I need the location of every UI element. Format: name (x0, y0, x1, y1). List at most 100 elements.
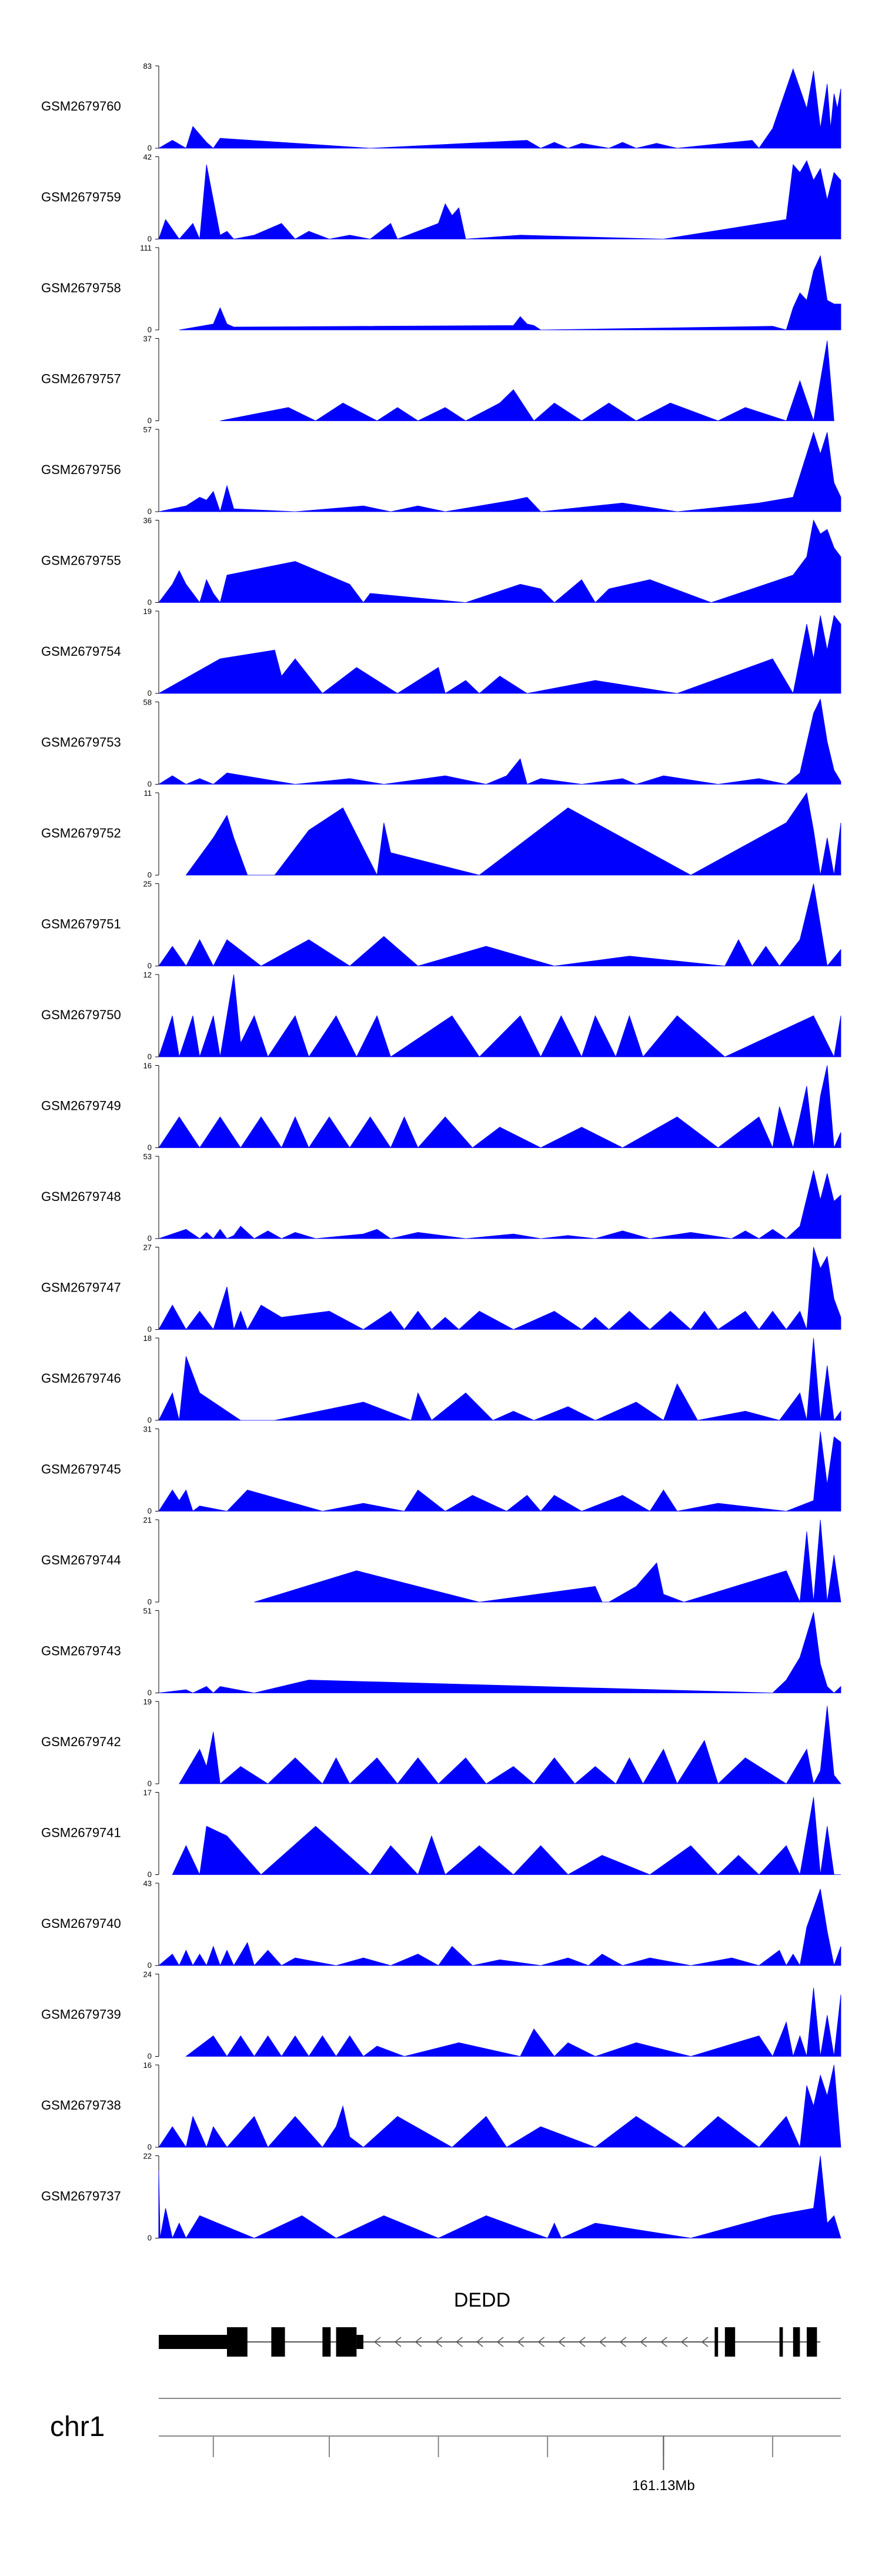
y-tick-label-max: 57 (143, 425, 152, 434)
track-name-label: GSM2679758 (41, 281, 121, 295)
track-name-label: GSM2679757 (41, 372, 121, 386)
strand-arrow (394, 2337, 402, 2347)
strand-arrow (537, 2337, 545, 2347)
y-tick-label-min: 0 (148, 1416, 152, 1424)
y-tick-label-max: 25 (143, 880, 152, 889)
track-name-label: GSM2679740 (41, 1916, 121, 1931)
strand-arrow (517, 2337, 524, 2347)
gene-exon (322, 2327, 331, 2357)
track-name-label: GSM2679742 (41, 1734, 121, 1749)
coverage-area (158, 1337, 841, 1422)
y-tick-label-min: 0 (148, 1961, 152, 1970)
track-GSM2679739: GSM2679739 24 0 (41, 1970, 841, 2061)
track-GSM2679752: GSM2679752 11 0 (41, 789, 841, 879)
coverage-area (158, 1612, 841, 1694)
y-tick-label-min: 0 (148, 1234, 152, 1243)
gene-model: DEDD (159, 2289, 821, 2357)
track-GSM2679753: GSM2679753 58 0 (41, 698, 841, 789)
gene-exon (779, 2327, 783, 2357)
coverage-area (158, 431, 841, 513)
strand-arrow (578, 2337, 586, 2347)
coverage-area (179, 1706, 841, 1785)
coverage-area (158, 160, 841, 240)
coverage-area (158, 1431, 841, 1512)
track-GSM2679748: GSM2679748 53 0 (41, 1152, 841, 1243)
strand-arrow (496, 2337, 504, 2347)
track-name-label: GSM2679748 (41, 1189, 121, 1204)
track-GSM2679751: GSM2679751 25 0 (41, 880, 841, 970)
strand-arrow (476, 2337, 483, 2347)
track-GSM2679757: GSM2679757 37 0 (41, 335, 834, 425)
track-GSM2679741: GSM2679741 17 0 (41, 1788, 841, 1879)
y-tick-label-max: 24 (143, 1970, 152, 1979)
track-name-label: GSM2679750 (41, 1007, 121, 1022)
track-GSM2679755: GSM2679755 36 0 (41, 516, 841, 607)
track-name-label: GSM2679737 (41, 2189, 121, 2204)
y-tick-label-max: 22 (143, 2152, 152, 2161)
y-tick-label-min: 0 (148, 325, 152, 334)
coverage-area (158, 68, 841, 149)
y-tick-label-max: 43 (143, 1879, 152, 1888)
strand-arrow (456, 2337, 463, 2347)
track-name-label: GSM2679753 (41, 735, 121, 750)
gene-exon (271, 2327, 285, 2357)
track-name-label: GSM2679747 (41, 1280, 121, 1295)
coverage-area (179, 255, 841, 331)
y-tick-label-min: 0 (148, 1325, 152, 1334)
track-GSM2679740: GSM2679740 43 0 (41, 1879, 841, 1970)
track-name-label: GSM2679760 (41, 99, 121, 114)
track-GSM2679738: GSM2679738 16 0 (41, 2061, 841, 2151)
coverage-area (158, 1247, 841, 1331)
track-GSM2679737: GSM2679737 22 0 (41, 2152, 841, 2243)
coverage-area (158, 1170, 841, 1239)
coverage-area (158, 698, 841, 785)
track-name-label: GSM2679745 (41, 1462, 121, 1477)
y-tick-label-min: 0 (148, 1507, 152, 1516)
track-GSM2679758: GSM2679758 111 0 (41, 243, 841, 334)
gene-exon (343, 2327, 357, 2357)
y-tick-label-max: 18 (143, 1334, 152, 1343)
coverage-area (185, 1987, 841, 2058)
y-tick-label-max: 19 (143, 607, 152, 616)
y-tick-label-max: 12 (143, 970, 152, 979)
coverage-area (158, 2064, 841, 2148)
chromosome-label: chr1 (50, 2411, 105, 2442)
track-GSM2679743: GSM2679743 51 0 (41, 1607, 841, 1697)
y-tick-label-min: 0 (148, 1870, 152, 1879)
y-tick-label-max: 31 (143, 1425, 152, 1434)
track-GSM2679747: GSM2679747 27 0 (41, 1243, 841, 1334)
track-GSM2679742: GSM2679742 19 0 (41, 1697, 841, 1788)
y-tick-label-max: 11 (144, 789, 152, 798)
track-GSM2679745: GSM2679745 31 0 (41, 1425, 841, 1516)
gene-exon (356, 2335, 363, 2349)
coverage-area (158, 1888, 841, 1967)
coverage-area (158, 519, 841, 603)
y-tick-label-max: 42 (143, 153, 152, 162)
y-tick-label-min: 0 (148, 2052, 152, 2061)
track-GSM2679756: GSM2679756 57 0 (41, 425, 841, 516)
y-tick-label-max: 27 (143, 1243, 152, 1252)
coverage-area (158, 974, 841, 1058)
strand-arrow (640, 2337, 647, 2347)
track-name-label: GSM2679744 (41, 1553, 121, 1567)
track-GSM2679760: GSM2679760 83 0 (41, 62, 841, 152)
track-name-label: GSM2679743 (41, 1644, 121, 1659)
track-GSM2679744: GSM2679744 21 0 (41, 1516, 841, 1606)
y-tick-label-max: 16 (143, 1062, 152, 1070)
y-tick-label-min: 0 (148, 2143, 152, 2151)
strand-arrow (619, 2337, 627, 2347)
strand-arrow (415, 2337, 422, 2347)
y-tick-label-max: 19 (143, 1697, 152, 1706)
y-tick-label-min: 0 (148, 962, 152, 970)
track-GSM2679759: GSM2679759 42 0 (41, 153, 841, 243)
y-tick-label-min: 0 (148, 416, 152, 425)
gene-exon (807, 2327, 817, 2357)
track-name-label: GSM2679741 (41, 1826, 121, 1840)
strand-arrow (373, 2337, 381, 2347)
y-tick-label-min: 0 (148, 2234, 152, 2243)
track-GSM2679750: GSM2679750 12 0 (41, 970, 841, 1061)
track-name-label: GSM2679759 (41, 190, 121, 205)
y-tick-label-max: 17 (143, 1788, 152, 1797)
coverage-area (185, 792, 841, 876)
